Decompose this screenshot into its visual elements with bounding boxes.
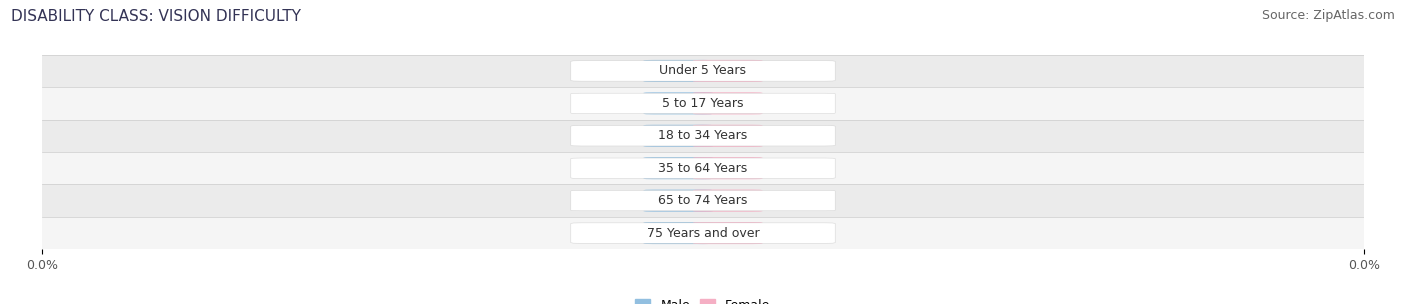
FancyBboxPatch shape xyxy=(42,87,1364,119)
FancyBboxPatch shape xyxy=(693,92,762,114)
FancyBboxPatch shape xyxy=(644,60,713,82)
Text: 0.0%: 0.0% xyxy=(786,194,815,207)
FancyBboxPatch shape xyxy=(644,92,713,114)
Legend: Male, Female: Male, Female xyxy=(630,294,776,304)
Text: 18 to 34 Years: 18 to 34 Years xyxy=(658,129,748,142)
FancyBboxPatch shape xyxy=(42,185,1364,217)
Text: 0.0%: 0.0% xyxy=(786,64,815,78)
FancyBboxPatch shape xyxy=(571,158,835,178)
FancyBboxPatch shape xyxy=(42,217,1364,249)
Text: 0.0%: 0.0% xyxy=(591,162,620,175)
Text: 0.0%: 0.0% xyxy=(713,64,742,78)
FancyBboxPatch shape xyxy=(571,61,835,81)
FancyBboxPatch shape xyxy=(693,222,762,244)
Text: 35 to 64 Years: 35 to 64 Years xyxy=(658,162,748,175)
Text: 0.0%: 0.0% xyxy=(786,226,815,240)
FancyBboxPatch shape xyxy=(42,55,1364,87)
Text: 0.0%: 0.0% xyxy=(713,226,742,240)
Text: 0.0%: 0.0% xyxy=(713,194,742,207)
FancyBboxPatch shape xyxy=(644,125,713,147)
Text: 0.0%: 0.0% xyxy=(713,162,742,175)
FancyBboxPatch shape xyxy=(644,190,713,212)
Text: 0.0%: 0.0% xyxy=(591,97,620,110)
FancyBboxPatch shape xyxy=(42,119,1364,152)
FancyBboxPatch shape xyxy=(644,157,713,179)
FancyBboxPatch shape xyxy=(693,60,762,82)
Text: 0.0%: 0.0% xyxy=(591,194,620,207)
FancyBboxPatch shape xyxy=(571,126,835,146)
FancyBboxPatch shape xyxy=(571,191,835,211)
Text: 0.0%: 0.0% xyxy=(786,162,815,175)
Text: DISABILITY CLASS: VISION DIFFICULTY: DISABILITY CLASS: VISION DIFFICULTY xyxy=(11,9,301,24)
FancyBboxPatch shape xyxy=(693,157,762,179)
FancyBboxPatch shape xyxy=(644,222,713,244)
Text: 75 Years and over: 75 Years and over xyxy=(647,226,759,240)
Text: 0.0%: 0.0% xyxy=(664,194,693,207)
Text: 0.0%: 0.0% xyxy=(786,129,815,142)
Text: 0.0%: 0.0% xyxy=(713,129,742,142)
Text: 65 to 74 Years: 65 to 74 Years xyxy=(658,194,748,207)
Text: 0.0%: 0.0% xyxy=(591,64,620,78)
Text: 0.0%: 0.0% xyxy=(664,64,693,78)
Text: 0.0%: 0.0% xyxy=(664,162,693,175)
FancyBboxPatch shape xyxy=(693,125,762,147)
Text: 0.0%: 0.0% xyxy=(713,97,742,110)
Text: 5 to 17 Years: 5 to 17 Years xyxy=(662,97,744,110)
Text: 0.0%: 0.0% xyxy=(664,226,693,240)
Text: 0.0%: 0.0% xyxy=(786,97,815,110)
FancyBboxPatch shape xyxy=(693,190,762,212)
Text: Source: ZipAtlas.com: Source: ZipAtlas.com xyxy=(1261,9,1395,22)
Text: Under 5 Years: Under 5 Years xyxy=(659,64,747,78)
FancyBboxPatch shape xyxy=(571,93,835,113)
Text: 0.0%: 0.0% xyxy=(664,97,693,110)
FancyBboxPatch shape xyxy=(42,152,1364,185)
Text: 0.0%: 0.0% xyxy=(591,129,620,142)
FancyBboxPatch shape xyxy=(571,223,835,243)
Text: 0.0%: 0.0% xyxy=(664,129,693,142)
Text: 0.0%: 0.0% xyxy=(591,226,620,240)
